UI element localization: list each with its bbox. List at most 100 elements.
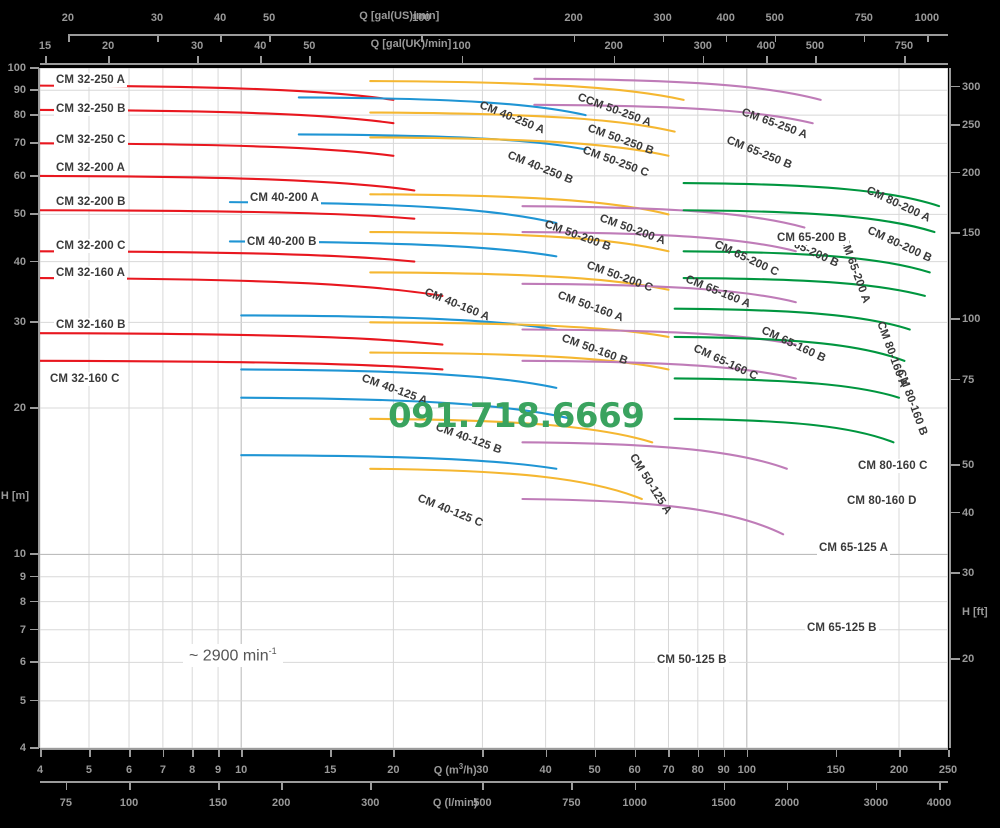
tick-bottom-lmin-4000: 4000 [926,797,952,809]
axis-tick [903,56,906,63]
tick-top-uk-200: 200 [604,40,623,52]
axis-tick [746,750,749,757]
axis-tick [951,572,960,574]
axis-tick [129,783,131,790]
axis-tick [67,34,70,42]
axis-tick [88,750,91,757]
tick-right-50: 50 [962,459,975,472]
curve-label-cm-32-200-c: CM 32-200 C [54,239,128,253]
axis-tick [573,34,576,42]
tick-bottom-lmin-300: 300 [361,797,380,809]
axis-label-bottom-m3h: Q (m3/h) [433,762,477,777]
tick-bottom-m3h-40: 40 [539,764,552,776]
curve-label-cm-65-125-b: CM 65-125 B [805,621,879,635]
curve-label-cm-32-200-a: CM 32-200 A [54,161,128,175]
axis-tick [482,783,485,790]
curve-label-cm-80-160-d: CM 80-160 D [845,494,919,508]
axis-tick [774,34,777,42]
tick-left-7: 7 [19,623,26,636]
curve-label-cm-32-200-b: CM 32-200 B [54,195,128,209]
tick-right-300: 300 [962,80,981,93]
curve-label-cm-32-160-c: CM 32-160 C [48,372,122,386]
axis-tick [697,750,700,757]
axis-tick [951,317,960,320]
tick-bottom-m3h-100: 100 [737,764,756,776]
tick-right-250: 250 [962,119,981,132]
axis-tick [613,56,616,63]
tick-left-6: 6 [19,656,26,669]
axis-tick [30,260,39,263]
axis-tick [260,56,262,63]
axis-tick [30,89,39,91]
axis-tick [162,750,165,757]
axis-tick [30,553,39,556]
axis-tick [461,56,464,63]
tick-left-9: 9 [19,570,26,583]
tick-top-us-30: 30 [150,12,164,24]
tick-top-uk-40: 40 [254,40,267,52]
axis-tick [30,142,39,144]
axis-tick [662,34,665,42]
tick-top-uk-30: 30 [191,40,204,52]
axis-tick [939,783,941,790]
tick-top-uk-500: 500 [805,40,825,52]
tick-left-20: 20 [13,402,26,414]
axis-tick [129,750,131,757]
axis-tick [668,750,671,757]
speed-note: ~ 2900 min-1 [183,644,283,668]
curve-label-cm-32-160-a: CM 32-160 A [54,266,128,280]
curve-label-cm-40-200-b: CM 40-200 B [245,235,319,249]
axis-tick [65,783,68,790]
phone-overlay: 091.718.6669 [388,396,645,436]
axis-tick [482,750,485,757]
axis-tick [725,34,728,42]
axis-tick [951,378,960,381]
tick-bottom-m3h-50: 50 [588,764,601,776]
axis-tick [634,750,637,757]
tick-bottom-m3h-60: 60 [628,764,641,776]
axis-tick [545,750,548,757]
axis-tick [951,511,960,514]
tick-left-100: 100 [7,62,26,74]
tick-top-uk-15: 15 [38,40,52,52]
tick-top-uk-400: 400 [756,40,776,52]
tick-left-50: 50 [13,208,26,221]
axis-tick [951,171,960,174]
tick-bottom-lmin-1500: 1500 [711,797,736,809]
curve-label-cm-65-125-a: CM 65-125 A [817,541,891,555]
axis-label-right: H [ft] [962,606,988,619]
tick-bottom-m3h-200: 200 [889,764,909,776]
tick-bottom-lmin-200: 200 [272,797,291,809]
axis-label-left: H [m] [0,489,29,502]
axis-tick [634,783,637,790]
tick-top-us-100: 100 [412,12,431,24]
axis-tick [926,34,929,42]
axis-tick [30,628,39,631]
tick-top-us-400: 400 [716,12,735,24]
tick-bottom-m3h-5: 5 [85,764,93,776]
tick-top-uk-300: 300 [693,40,712,52]
tick-left-4: 4 [19,742,26,754]
axis-tick [218,750,220,757]
axis-tick [44,56,47,63]
axis-tick [269,34,271,42]
tick-left-8: 8 [19,595,26,608]
tick-left-60: 60 [13,169,26,182]
axis-rule [949,68,951,748]
tick-bottom-m3h-15: 15 [324,764,337,776]
axis-tick [30,600,39,603]
axis-tick [723,783,726,790]
tick-top-us-1000: 1000 [914,12,940,24]
tick-bottom-m3h-90: 90 [717,764,730,776]
axis-tick [951,464,960,466]
axis-tick [723,750,726,757]
axis-tick [30,699,39,702]
tick-right-200: 200 [962,166,981,179]
tick-bottom-lmin-75: 75 [59,797,72,809]
tick-left-80: 80 [13,109,26,122]
axis-tick [220,34,222,42]
axis-tick [951,657,960,660]
axis-tick [40,750,42,757]
axis-tick [571,783,574,790]
axis-tick [30,407,39,409]
